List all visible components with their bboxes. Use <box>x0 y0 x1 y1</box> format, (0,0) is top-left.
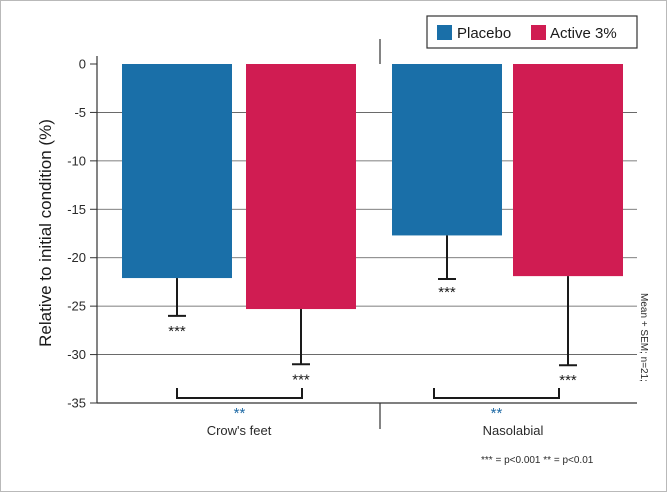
x-category-label: Crow's feet <box>207 423 272 438</box>
legend-label-active: Active 3% <box>550 25 617 42</box>
side-note: Mean + SEM; n=21; <box>638 293 649 382</box>
comparison-bracket <box>176 388 303 399</box>
bar-active-nasolabial <box>513 64 623 277</box>
y-tick-label: -15 <box>67 202 86 217</box>
y-tick-label: 0 <box>79 57 86 72</box>
comparison-significance: ** <box>234 405 246 422</box>
legend-swatch-active <box>531 25 546 40</box>
legend: Placebo Active 3% <box>426 15 638 49</box>
significance-label: *** <box>559 372 577 389</box>
y-tick-label: -25 <box>67 299 86 314</box>
significance-label: *** <box>292 371 310 388</box>
comparison-significance: ** <box>491 405 503 422</box>
significance-label: *** <box>438 284 456 301</box>
bar-active-crows-feet <box>246 64 356 310</box>
legend-swatch-placebo <box>437 25 452 40</box>
y-tick-label: -20 <box>67 250 86 265</box>
bar-placebo-nasolabial <box>392 64 502 236</box>
legend-label-placebo: Placebo <box>457 25 511 42</box>
y-tick-label: -5 <box>74 105 86 120</box>
y-tick-label: -30 <box>67 347 86 362</box>
y-tick-label: -35 <box>67 396 86 411</box>
footnote: *** = p<0.001 ** = p<0.01 <box>481 455 594 466</box>
significance-label: *** <box>168 323 186 340</box>
y-axis-label: Relative to initial condition (%) <box>36 119 55 347</box>
comparison-bracket <box>433 388 560 399</box>
x-category-label: Nasolabial <box>483 423 544 438</box>
bar-placebo-crows-feet <box>122 64 232 279</box>
y-tick-label: -10 <box>67 153 86 168</box>
